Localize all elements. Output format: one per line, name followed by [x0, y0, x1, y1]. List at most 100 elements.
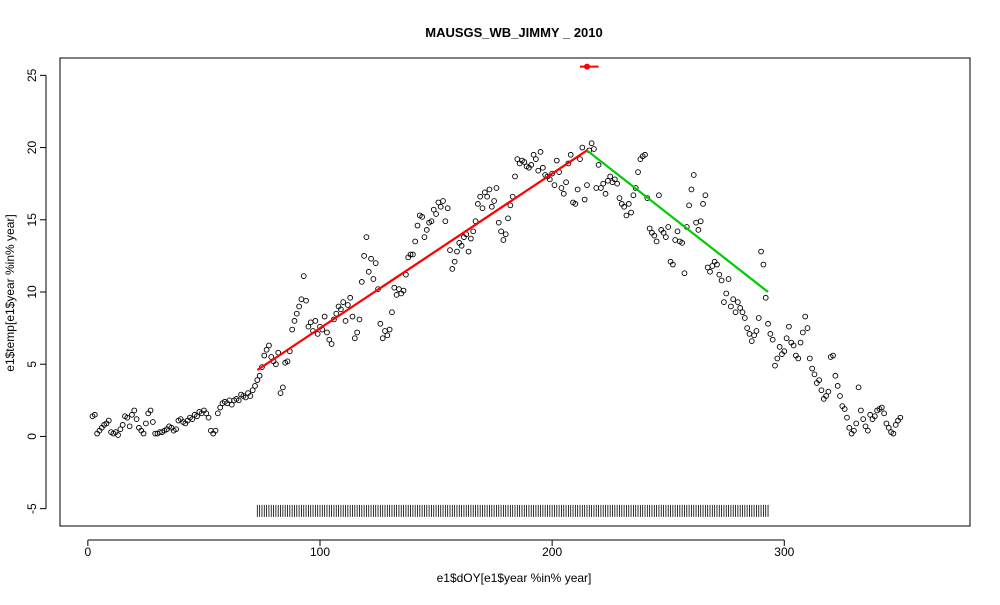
data-point	[795, 355, 802, 362]
data-point	[314, 331, 321, 337]
data-point	[751, 332, 757, 339]
data-point	[303, 297, 309, 304]
data-point	[837, 393, 843, 399]
data-point	[391, 284, 398, 291]
data-point	[502, 231, 509, 238]
data-point	[851, 427, 857, 434]
data-point	[338, 306, 344, 313]
data-point	[614, 180, 620, 187]
data-point	[674, 228, 681, 235]
data-point	[739, 309, 746, 316]
data-point	[289, 326, 295, 333]
data-point	[321, 313, 328, 320]
data-point	[772, 362, 778, 369]
data-point	[423, 227, 430, 233]
y-tick-label: 15	[25, 213, 39, 227]
data-point	[806, 355, 813, 362]
data-point	[767, 331, 774, 337]
data-point	[530, 151, 537, 158]
data-point	[553, 157, 560, 164]
data-point	[716, 271, 723, 278]
data-point	[105, 417, 112, 424]
data-point	[830, 352, 836, 359]
data-point	[890, 430, 897, 437]
data-point	[769, 336, 776, 343]
data-point	[686, 202, 692, 209]
data-point	[809, 365, 815, 372]
y-axis-label: e1$temp[e1$year %in% year]	[3, 214, 17, 371]
y-tick-label: 20	[25, 141, 39, 155]
data-point	[368, 255, 374, 262]
data-point	[430, 206, 437, 213]
data-point	[693, 219, 699, 226]
data-point	[228, 401, 235, 408]
data-point	[412, 238, 419, 245]
data-point	[760, 261, 767, 268]
data-point	[774, 355, 781, 362]
data-point	[860, 416, 867, 422]
data-point	[574, 186, 581, 193]
data-point	[488, 203, 495, 210]
data-point	[451, 258, 458, 265]
data-point	[351, 335, 358, 342]
data-point	[256, 372, 263, 379]
data-point	[800, 329, 806, 336]
data-point	[841, 406, 848, 412]
data-point	[816, 377, 822, 383]
data-point	[797, 339, 804, 346]
data-point	[384, 332, 391, 339]
data-point	[718, 277, 725, 284]
data-point	[194, 413, 200, 420]
data-point	[790, 342, 797, 349]
data-point	[584, 182, 590, 188]
data-point	[732, 309, 739, 316]
data-point	[744, 325, 750, 331]
data-point	[540, 164, 546, 171]
data-point	[414, 222, 421, 229]
data-point	[818, 387, 825, 394]
data-point	[688, 186, 695, 193]
data-point	[670, 261, 676, 268]
data-point	[326, 336, 333, 343]
data-point	[126, 423, 133, 430]
data-point	[723, 290, 730, 297]
data-point	[356, 316, 363, 323]
data-point	[266, 342, 272, 349]
data-point	[358, 279, 365, 285]
data-point	[881, 410, 887, 417]
data-point	[567, 151, 574, 158]
data-point	[621, 203, 627, 210]
data-point	[512, 173, 518, 180]
data-point	[646, 225, 653, 232]
data-point	[449, 266, 456, 272]
data-point	[546, 176, 553, 183]
data-point	[347, 294, 354, 301]
data-point	[591, 146, 597, 152]
data-point	[781, 348, 788, 355]
y-tick-label: 10	[25, 285, 39, 299]
data-point	[783, 335, 790, 342]
data-point	[349, 313, 356, 320]
data-point	[672, 237, 679, 243]
data-point	[291, 318, 298, 324]
data-point	[235, 397, 242, 404]
peak-marker	[583, 63, 590, 70]
data-point	[433, 211, 439, 217]
data-point	[630, 192, 637, 199]
x-tick-label: 300	[774, 545, 794, 559]
data-point	[370, 276, 377, 282]
data-point	[558, 185, 565, 191]
data-point	[393, 292, 400, 298]
data-point	[735, 299, 741, 305]
data-point	[563, 179, 569, 186]
x-axis-label: e1$dOY[e1$year %in% year]	[437, 571, 592, 585]
data-point	[261, 352, 268, 359]
data-point	[386, 326, 393, 333]
data-point	[741, 315, 748, 321]
data-point	[602, 190, 609, 197]
data-point	[846, 424, 853, 431]
data-point	[885, 424, 892, 431]
falling-fit-line	[586, 149, 769, 293]
data-point	[642, 151, 648, 158]
